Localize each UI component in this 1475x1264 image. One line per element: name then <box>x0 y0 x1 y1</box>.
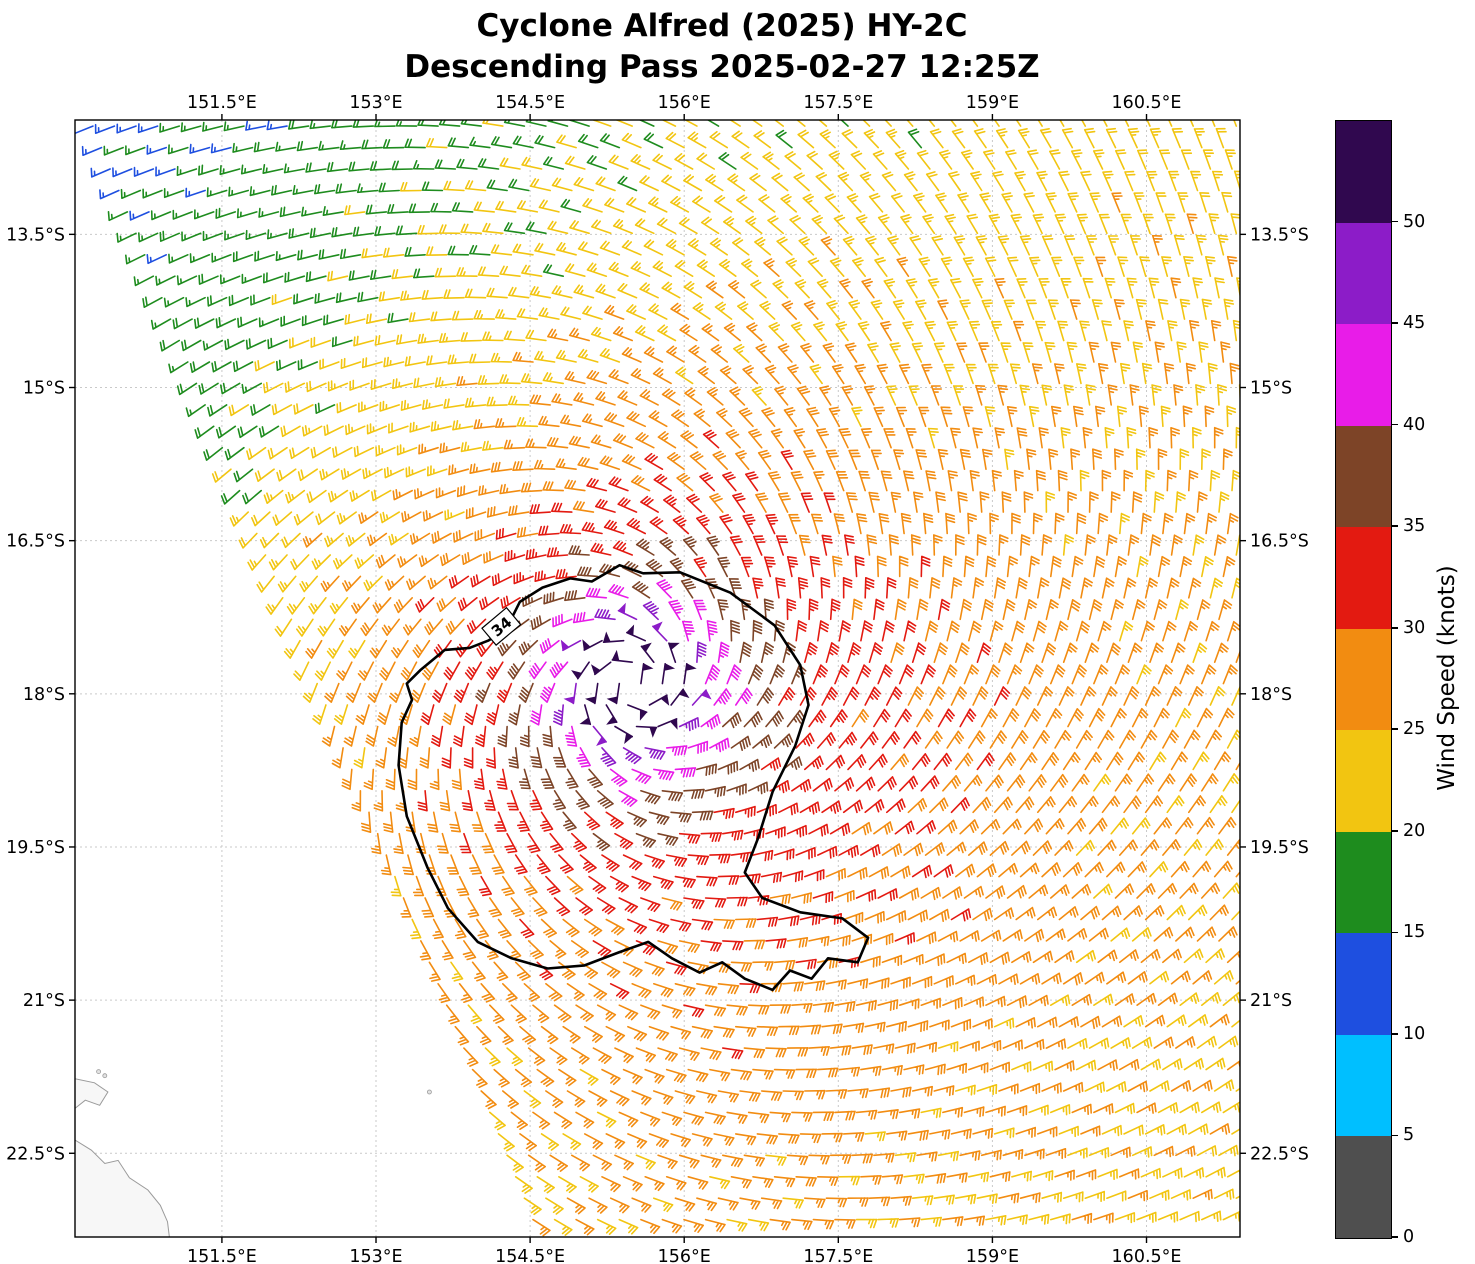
colorbar-tick-label: 40 <box>1403 414 1426 435</box>
svg-text:159°E: 159°E <box>966 1247 1019 1264</box>
svg-text:151.5°E: 151.5°E <box>187 93 257 113</box>
svg-text:21°S: 21°S <box>1250 991 1292 1011</box>
chart-title: Cyclone Alfred (2025) HY-2C Descending P… <box>0 6 1444 88</box>
svg-text:160.5°E: 160.5°E <box>1112 1247 1182 1264</box>
colorbar-segment <box>1336 628 1391 731</box>
svg-text:16.5°S: 16.5°S <box>6 532 65 552</box>
colorbar-tick-label: 5 <box>1403 1125 1415 1146</box>
colorbar-tick-label: 15 <box>1403 922 1426 943</box>
chart-title-line1: Cyclone Alfred (2025) HY-2C <box>476 8 968 44</box>
colorbar-tick-mark <box>1391 830 1398 832</box>
svg-text:156°E: 156°E <box>658 1247 711 1264</box>
svg-text:16.5°S: 16.5°S <box>1250 532 1309 552</box>
colorbar <box>1335 120 1392 1239</box>
wind-radius-34kt-contour <box>397 563 870 992</box>
colorbar-tick-mark <box>1391 423 1398 426</box>
colorbar-tick-mark <box>1391 728 1398 731</box>
svg-text:151.5°E: 151.5°E <box>187 1247 257 1264</box>
svg-text:15°S: 15°S <box>23 379 65 399</box>
svg-text:19.5°S: 19.5°S <box>1250 838 1309 858</box>
svg-text:156°E: 156°E <box>658 93 711 113</box>
chart-title-line2: Descending Pass 2025-02-27 12:25Z <box>404 48 1040 85</box>
latitude-tick-labels: 13.5°S 13.5°S 15°S 15°S 16.5°S 16.5°S 18°S 18°S… <box>6 225 1309 1164</box>
colorbar-tick-label: 25 <box>1403 719 1426 740</box>
colorbar-tick-mark <box>1391 1236 1398 1238</box>
colorbar-tick-label: 10 <box>1403 1023 1426 1044</box>
colorbar-tick-label: 45 <box>1403 313 1426 334</box>
colorbar-tick-mark <box>1391 525 1398 527</box>
svg-text:18°S: 18°S <box>23 685 65 705</box>
colorbar-segment <box>1336 121 1391 223</box>
colorbar-segment <box>1336 1034 1391 1137</box>
svg-text:157.5°E: 157.5°E <box>803 1247 873 1264</box>
wind-barbs-layer <box>75 120 1240 1237</box>
colorbar-tick-label: 20 <box>1403 820 1426 841</box>
colorbar-tick-mark <box>1391 931 1398 934</box>
colorbar-segment <box>1336 831 1391 934</box>
colorbar-tick-mark <box>1391 1134 1398 1137</box>
land-layer <box>75 1069 432 1237</box>
colorbar-segment <box>1336 222 1391 325</box>
colorbar-segment <box>1336 1136 1391 1238</box>
svg-text:15°S: 15°S <box>1250 379 1292 399</box>
svg-text:22.5°S: 22.5°S <box>1250 1144 1309 1164</box>
colorbar-tick-mark <box>1391 626 1398 629</box>
colorbar-tick-label: 0 <box>1403 1227 1415 1247</box>
colorbar-segment <box>1336 425 1391 528</box>
colorbar-tick-label: 35 <box>1403 516 1426 537</box>
colorbar-tick-mark <box>1391 322 1398 324</box>
svg-text:19.5°S: 19.5°S <box>6 838 65 858</box>
svg-text:160.5°E: 160.5°E <box>1112 93 1182 113</box>
svg-text:153°E: 153°E <box>349 1247 402 1264</box>
axis-tick-marks <box>69 114 1246 1243</box>
svg-text:18°S: 18°S <box>1250 685 1292 705</box>
longitude-tick-labels: 151.5°E 151.5°E 153°E 153°E 154.5°E 154.5°E 15… <box>187 93 1182 1264</box>
svg-text:157.5°E: 157.5°E <box>803 93 873 113</box>
colorbar-tick-mark <box>1391 1033 1398 1035</box>
colorbar-tick-label: 30 <box>1403 617 1426 638</box>
colorbar-label: Wind Speed (knots) <box>1434 565 1460 791</box>
svg-text:13.5°S: 13.5°S <box>6 225 65 245</box>
colorbar-tick-label: 50 <box>1403 211 1426 232</box>
colorbar-segment <box>1336 730 1391 832</box>
svg-text:159°E: 159°E <box>966 93 1019 113</box>
plot-border <box>74 119 1241 1238</box>
svg-text:153°E: 153°E <box>349 93 402 113</box>
colorbar-segment <box>1336 527 1391 629</box>
svg-text:22.5°S: 22.5°S <box>6 1144 65 1164</box>
svg-text:21°S: 21°S <box>23 991 65 1011</box>
svg-text:13.5°S: 13.5°S <box>1250 225 1309 245</box>
svg-text:154.5°E: 154.5°E <box>495 93 565 113</box>
colorbar-segment <box>1336 933 1391 1035</box>
svg-text:154.5°E: 154.5°E <box>495 1247 565 1264</box>
colorbar-segment <box>1336 324 1391 426</box>
colorbar-tick-mark <box>1391 220 1398 223</box>
